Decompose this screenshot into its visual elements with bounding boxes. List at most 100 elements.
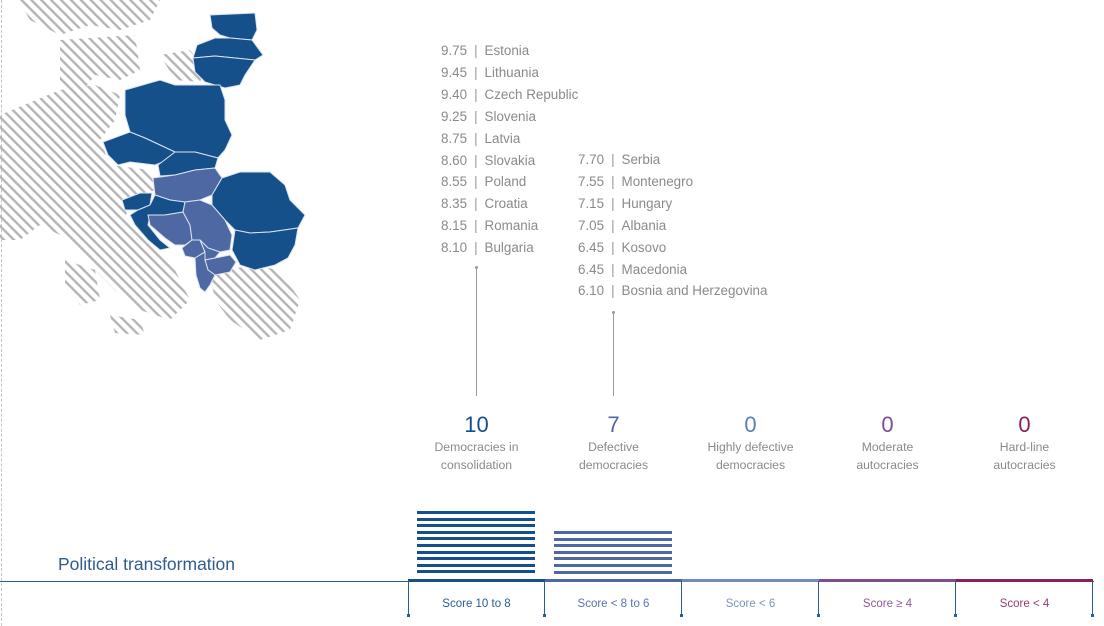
category-label: Moderate — [861, 440, 914, 454]
bar-unit-line — [417, 537, 535, 541]
axis-segment-moderate — [819, 579, 956, 582]
separator: | — [611, 283, 615, 299]
separator: | — [474, 64, 478, 80]
region-map — [0, 0, 306, 340]
bar-unit-line — [417, 563, 535, 567]
country-name: Hungary — [621, 195, 673, 211]
score-value: 8.55 — [441, 174, 468, 190]
bar-unit-line — [417, 543, 535, 547]
bulgaria — [231, 227, 299, 271]
bar-defective — [554, 531, 672, 577]
axis-tick — [543, 581, 546, 617]
bar-unit-line — [417, 550, 535, 554]
score-row: 8.55 | Poland — [441, 171, 578, 193]
defective-score-list: 7.70 | Serbia 7.55 | Montenegro 7.15 | Hungary… — [578, 149, 767, 302]
score-row: 7.70 | Serbia — [578, 149, 767, 171]
separator: | — [611, 173, 615, 189]
axis-tick — [817, 581, 820, 617]
dashed-left-border — [1, 0, 2, 626]
axis-tick — [407, 581, 410, 617]
axis-tick — [954, 581, 957, 617]
bar-unit-line — [554, 544, 672, 548]
score-value: 8.35 — [441, 196, 468, 212]
score-row: 7.55 | Montenegro — [578, 171, 767, 193]
bar-unit-line — [417, 517, 535, 521]
country-name: Latvia — [484, 130, 521, 146]
score-row: 9.40 | Czech Republic — [441, 84, 578, 106]
category-label: autocracies — [993, 457, 1056, 472]
chart-title: Political transformation — [58, 554, 236, 574]
country-name: Lithuania — [484, 64, 539, 80]
score-value: 6.45 — [578, 261, 605, 277]
axis-tick — [680, 581, 683, 617]
range-label: Score ≥ 4 — [862, 598, 913, 610]
range-label: Score 10 to 8 — [442, 598, 511, 610]
separator: | — [474, 240, 478, 256]
bar-unit-line — [417, 524, 535, 528]
country-name: Estonia — [484, 43, 530, 58]
separator: | — [474, 196, 478, 212]
category-defective: 7 Defective democracies — [545, 412, 682, 474]
separator: | — [474, 86, 478, 102]
bar-unit-line — [554, 550, 672, 554]
score-row: 8.60 | Slovakia — [441, 150, 578, 172]
category-count: 7 — [607, 412, 620, 437]
country-name: Montenegro — [621, 173, 694, 189]
country-name: Romania — [484, 218, 539, 234]
range-label: Score < 4 — [999, 598, 1050, 610]
separator: | — [611, 261, 615, 277]
country-name: Slovenia — [484, 108, 536, 124]
category-moderate-autocracies: 0 Moderate autocracies — [819, 412, 956, 474]
category-label: democracies — [578, 457, 649, 472]
score-value: 8.60 — [441, 152, 468, 168]
score-row: 8.35 | Croatia — [441, 193, 578, 215]
bar-unit-line — [417, 530, 535, 534]
separator: | — [474, 43, 478, 58]
separator: | — [611, 239, 615, 255]
score-row: 8.10 | Bulgaria — [441, 237, 578, 259]
separator: | — [474, 174, 478, 190]
range-label: Score < 8 to 6 — [577, 598, 650, 610]
category-count: 0 — [881, 412, 894, 437]
category-highly-defective: 0 Highly defective democracies — [682, 412, 819, 474]
bar-unit-line — [554, 557, 672, 561]
bar-unit-line — [417, 570, 535, 574]
score-value: 8.10 — [441, 240, 468, 256]
defective-connector-line — [612, 311, 615, 396]
bar-unit-line — [417, 557, 535, 561]
category-label: Highly defective — [707, 440, 794, 454]
baltics — [192, 12, 264, 89]
score-row: 8.75 | Latvia — [441, 128, 578, 150]
category-count: 10 — [464, 412, 489, 437]
bar-unit-line — [554, 537, 672, 541]
score-row: 9.75 | Estonia — [441, 40, 578, 62]
score-value: 9.25 — [441, 108, 468, 124]
bar-unit-line — [554, 563, 672, 567]
score-value: 8.75 — [441, 130, 468, 146]
country-name: Poland — [484, 174, 527, 190]
axis-segment-consolidation — [408, 579, 545, 582]
score-value: 7.15 — [578, 195, 605, 211]
score-row: 6.45 | Macedonia — [578, 259, 767, 281]
consolidation-connector-line — [475, 266, 478, 396]
surrounding-land-hatch — [0, 0, 300, 340]
category-label: Democracies in — [434, 440, 519, 454]
separator: | — [611, 217, 615, 233]
axis-segment-highly-defective — [682, 579, 819, 582]
category-consolidation: 10 Democracies in consolidation — [408, 412, 545, 474]
category-label: Hard-line — [999, 440, 1050, 454]
score-row: 7.05 | Albania — [578, 215, 767, 237]
axis-segment-hardline — [956, 579, 1093, 582]
country-name: Slovakia — [484, 152, 536, 168]
country-name: Kosovo — [621, 239, 667, 255]
country-name: Bosnia and Herzegovina — [621, 283, 768, 299]
country-name: Croatia — [484, 196, 528, 212]
bar-unit-line — [554, 570, 672, 574]
score-value: 9.75 — [441, 43, 468, 58]
score-row: 9.45 | Lithuania — [441, 62, 578, 84]
category-count: 0 — [744, 412, 757, 437]
category-hardline-autocracies: 0 Hard-line autocracies — [956, 412, 1093, 474]
category-label: consolidation — [440, 457, 513, 472]
separator: | — [474, 218, 478, 234]
albania — [194, 251, 216, 293]
